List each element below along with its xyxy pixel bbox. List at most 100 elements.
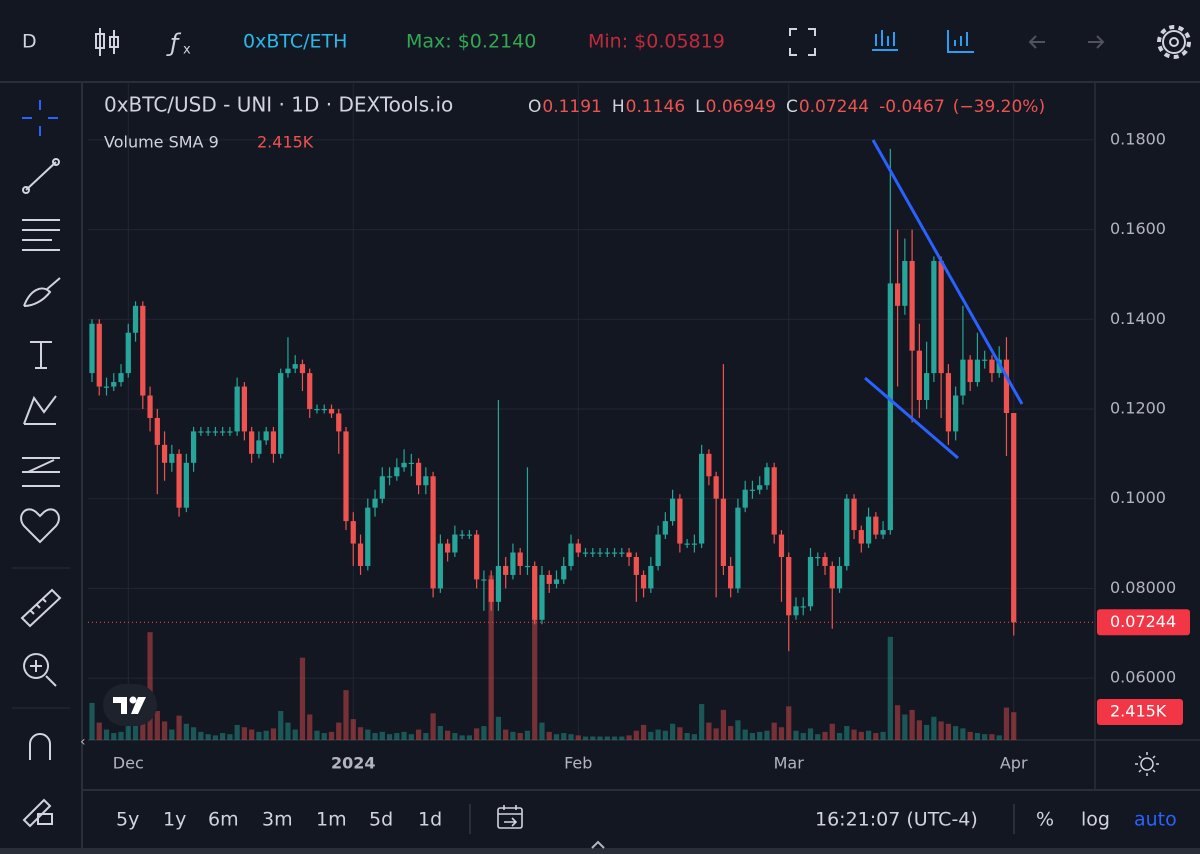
auto-toggle[interactable]: auto — [1134, 809, 1177, 831]
scale-settings[interactable] — [1135, 752, 1159, 776]
fib-tool[interactable] — [22, 219, 60, 251]
candle-body — [299, 364, 306, 374]
candle-body — [619, 552, 625, 554]
percent-toggle[interactable]: % — [1036, 809, 1054, 831]
candle-body — [546, 574, 552, 584]
candle-body — [140, 305, 146, 396]
compare-icon[interactable] — [947, 30, 974, 53]
candle-body — [597, 552, 603, 554]
magnet-tool[interactable] — [29, 733, 51, 760]
volume-bar — [865, 730, 872, 740]
volume-bar — [938, 721, 944, 740]
candles-icon[interactable] — [95, 28, 119, 56]
candle-body — [430, 476, 436, 589]
expand-arrow[interactable] — [591, 840, 605, 849]
redo-button[interactable] — [1088, 35, 1105, 49]
candle-body — [205, 431, 211, 433]
text-tool[interactable] — [30, 341, 52, 369]
volume-bar — [241, 727, 248, 740]
volume-bar — [299, 657, 306, 740]
last-price-box — [1097, 609, 1190, 636]
candle-body — [190, 431, 197, 463]
prediction-tool[interactable] — [22, 457, 60, 487]
volume-bar — [169, 729, 175, 740]
candle-body — [161, 444, 168, 463]
volume-bar — [430, 713, 436, 740]
indicators-icon[interactable]: ƒ — [166, 29, 182, 57]
interval-button[interactable]: D — [22, 31, 37, 53]
undo-button[interactable] — [1028, 35, 1045, 49]
candle-body — [365, 507, 371, 566]
candle-body — [343, 431, 349, 522]
trend-line[interactable] — [864, 376, 959, 460]
candle-body — [423, 476, 429, 486]
volume-sma-box — [1097, 699, 1183, 725]
trendline-tool[interactable] — [22, 186, 30, 194]
date-range-button[interactable] — [497, 805, 523, 829]
candle-body — [887, 283, 893, 531]
log-toggle[interactable]: log — [1081, 809, 1110, 831]
ruler-tool[interactable] — [20, 588, 62, 628]
candle-body — [147, 395, 153, 418]
range-button[interactable]: 1m — [316, 809, 347, 831]
candle-body — [924, 373, 930, 401]
volume-bar — [234, 724, 240, 740]
zoom-tool[interactable] — [23, 653, 57, 687]
volume-bar — [103, 729, 110, 740]
candle-body — [169, 453, 175, 463]
candle-body — [372, 498, 378, 508]
candle-body — [793, 606, 799, 616]
trendline-tool[interactable] — [25, 161, 57, 191]
range-button[interactable]: 5d — [369, 809, 393, 831]
volume-bar — [945, 723, 952, 740]
candle-body — [510, 552, 516, 575]
candle-body — [575, 543, 581, 553]
candle-body — [328, 408, 335, 414]
brush-tool[interactable] — [23, 277, 61, 307]
volume-bar — [619, 736, 625, 740]
trendline-tool[interactable] — [52, 158, 60, 166]
candle-body — [640, 574, 647, 589]
indicators-icon[interactable]: x — [183, 43, 191, 58]
pattern-tool[interactable] — [23, 395, 57, 425]
lock-tool[interactable] — [22, 798, 53, 828]
volume-bar — [575, 735, 581, 740]
fullscreen-icon[interactable] — [789, 28, 816, 56]
candle-body — [125, 332, 131, 374]
volume-bar — [278, 711, 284, 740]
volume-bar — [474, 728, 480, 740]
candle-body — [183, 462, 189, 508]
chart-type-icon[interactable] — [872, 30, 898, 51]
volume-bar — [343, 690, 349, 740]
candle-body — [336, 413, 342, 432]
range-button[interactable]: 6m — [208, 809, 239, 831]
volume-bar — [924, 724, 930, 740]
last-price-label: 0.07244 — [1110, 612, 1176, 631]
volume-bar — [532, 589, 538, 740]
favorites-tool[interactable] — [20, 508, 60, 544]
settings-button[interactable] — [1157, 25, 1191, 59]
volume-bar — [176, 715, 182, 740]
volume-bar — [357, 727, 364, 740]
range-button[interactable]: 3m — [262, 809, 293, 831]
candle-body — [89, 323, 95, 374]
crosshair-tool[interactable] — [22, 100, 58, 136]
volume-bar — [561, 733, 567, 740]
bottom-edge — [0, 848, 1200, 854]
candle-body — [452, 534, 458, 553]
candle-body — [720, 498, 727, 566]
range-button[interactable]: 1y — [163, 809, 186, 831]
volume-bar — [96, 722, 102, 740]
volume-bar — [960, 728, 966, 740]
volume-bar — [829, 723, 835, 740]
trend-line[interactable] — [871, 139, 1024, 405]
candle-body — [212, 431, 218, 433]
range-button[interactable]: 5y — [116, 809, 139, 831]
volume-bar — [154, 711, 160, 740]
collapse-arrow[interactable]: ‹ — [80, 734, 86, 750]
ohlc-key: L — [695, 97, 705, 117]
pair-toggle[interactable]: 0xBTC/ETH — [243, 31, 347, 53]
range-button[interactable]: 1d — [418, 809, 442, 831]
